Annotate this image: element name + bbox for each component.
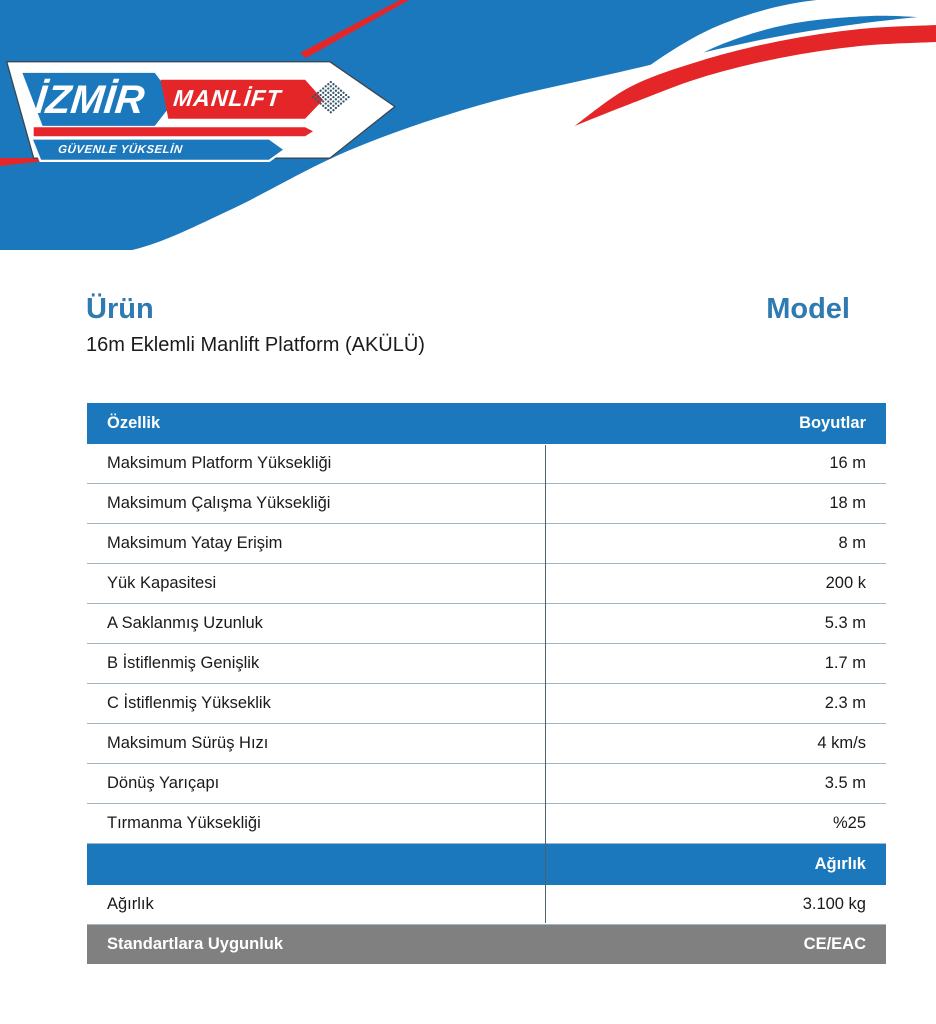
svg-text:MANLİFT: MANLİFT (172, 85, 283, 111)
svg-text:GÜVENLE YÜKSELİN: GÜVENLE YÜKSELİN (57, 143, 183, 156)
svg-text:İZMİR: İZMİR (33, 78, 147, 122)
